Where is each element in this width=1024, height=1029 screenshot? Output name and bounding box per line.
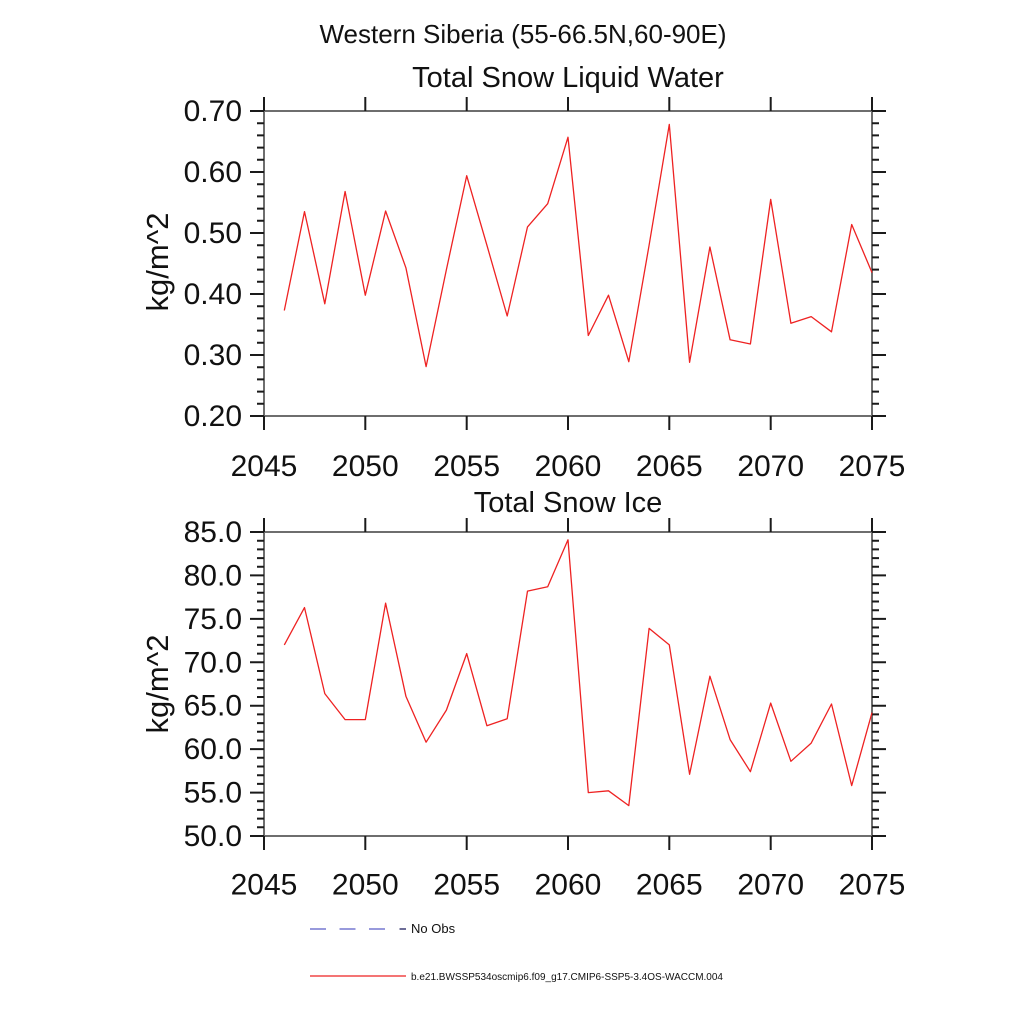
x-tick-label: 2075 [839, 869, 906, 902]
legend: No Obs b.e21.BWSSP534oscmip6.f09_g17.CMI… [310, 921, 723, 983]
x-tick-label: 2070 [737, 450, 804, 483]
data-line [283, 123, 873, 368]
y-tick-label: 65.0 [184, 690, 242, 723]
y-tick-label: 0.50 [184, 217, 242, 250]
x-tick-label: 2065 [636, 450, 703, 483]
axis-ticks [250, 518, 886, 850]
chart-title: Total Snow Liquid Water [412, 62, 724, 94]
y-tick-label: 80.0 [184, 559, 242, 592]
y-tick-label: 0.20 [184, 400, 242, 433]
y-tick-label: 70.0 [184, 646, 242, 679]
model-legend-label: b.e21.BWSSP534oscmip6.f09_g17.CMIP6-SSP5… [411, 972, 723, 983]
x-tick-label: 2055 [433, 450, 500, 483]
y-axis-title: kg/m^2 [140, 213, 175, 312]
y-axis-title: kg/m^2 [140, 635, 175, 734]
y-tick-label: 0.30 [184, 339, 242, 372]
x-tick-label: 2065 [636, 869, 703, 902]
chart-title: Total Snow Ice [474, 487, 663, 519]
x-tick-label: 2045 [231, 869, 298, 902]
x-tick-label: 2045 [231, 450, 298, 483]
y-tick-label: 85.0 [184, 516, 242, 549]
snow-liquid-water-chart: Total Snow Liquid Water kg/m^2 2045 2050 2… [140, 62, 905, 483]
x-tick-label: 2055 [433, 869, 500, 902]
main-title: Western Siberia (55-66.5N,60-90E) [319, 19, 726, 49]
y-tick-label: 50.0 [184, 820, 242, 853]
no-obs-legend-label: No Obs [411, 921, 456, 936]
axis-ticks [250, 97, 886, 430]
x-tick-label: 2070 [737, 869, 804, 902]
y-tick-label: 0.40 [184, 278, 242, 311]
snow-ice-chart: Total Snow Ice kg/m^2 2045 2050 2055 2060 20… [140, 487, 905, 902]
y-tick-label: 55.0 [184, 777, 242, 810]
x-tick-label: 2050 [332, 450, 399, 483]
x-tick-label: 2075 [839, 450, 906, 483]
x-tick-label: 2060 [535, 450, 602, 483]
y-tick-label: 75.0 [184, 603, 242, 636]
data-line [283, 539, 873, 807]
y-tick-label: 0.70 [184, 95, 242, 128]
x-tick-label: 2050 [332, 869, 399, 902]
y-tick-label: 60.0 [184, 733, 242, 766]
y-tick-label: 0.60 [184, 156, 242, 189]
x-tick-label: 2060 [535, 869, 602, 902]
